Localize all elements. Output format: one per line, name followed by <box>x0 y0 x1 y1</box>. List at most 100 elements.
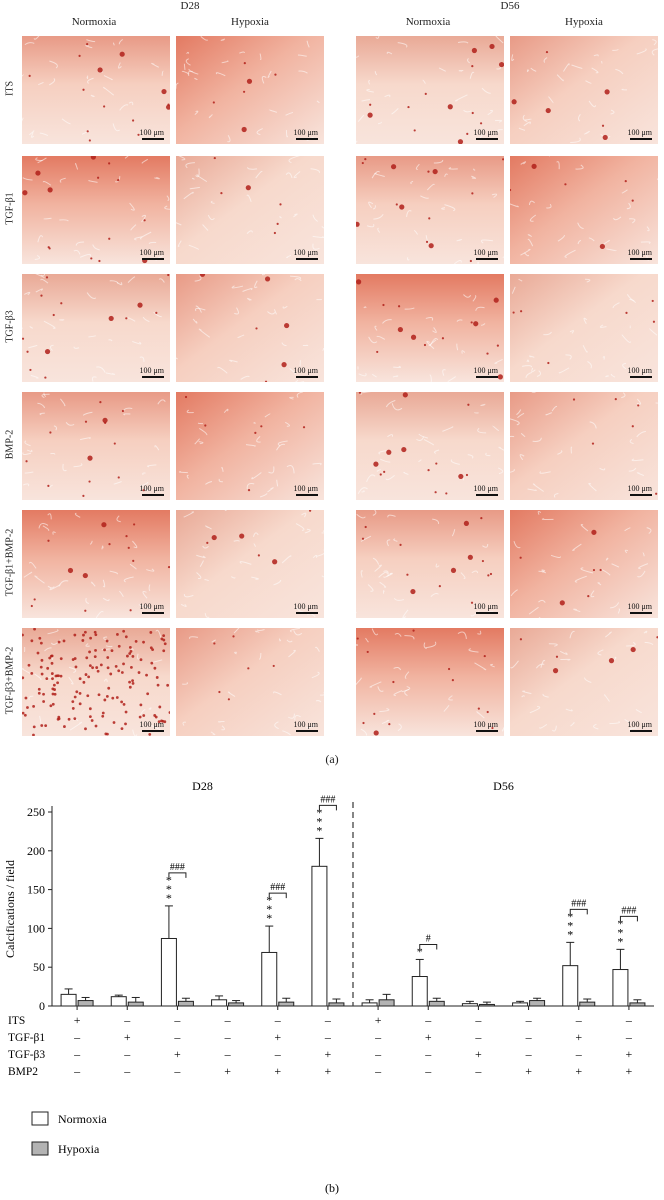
treatment-mark: – <box>324 1030 332 1044</box>
y-axis-label: Calcifications / field <box>3 860 17 958</box>
significance-star: * <box>567 918 573 932</box>
scale-bar-line <box>142 730 164 732</box>
significance-bracket <box>569 908 588 915</box>
significance-star: * <box>316 814 322 828</box>
treatment-mark: – <box>424 1064 432 1078</box>
significance-star: * <box>266 911 272 925</box>
treatment-mark: + <box>325 1064 332 1078</box>
scale-bar-label: 100 μm <box>627 128 652 137</box>
scale-bar-line <box>630 494 652 496</box>
bar-normoxia <box>512 1002 529 1007</box>
bar-hypoxia <box>478 1003 495 1007</box>
treatment-mark: + <box>375 1013 382 1027</box>
treatment-mark: – <box>424 1013 432 1027</box>
treatment-mark: – <box>73 1047 81 1061</box>
treatment-mark: – <box>424 1047 432 1061</box>
scale-bar-line <box>476 138 498 140</box>
y-tick-label: 250 <box>27 805 45 819</box>
treatment-mark: – <box>474 1064 482 1078</box>
bar-hypoxia <box>378 999 395 1007</box>
scale-bar-line <box>142 258 164 260</box>
treatment-mark: + <box>174 1047 181 1061</box>
treatment-row-label: BMP2 <box>8 1066 38 1078</box>
bar-hypoxia <box>579 1001 596 1007</box>
time-label-d56: D56 <box>500 0 520 12</box>
treatment-mark: – <box>525 1030 533 1044</box>
significance-hash: # <box>426 933 431 944</box>
significance-star: * <box>617 916 623 930</box>
treatment-mark: + <box>626 1047 633 1061</box>
condition-label-normoxia-d28: Normoxia <box>71 16 117 28</box>
legend-label-hypoxia: Hypoxia <box>58 1142 100 1156</box>
scale-bar: 100 μm <box>293 602 318 614</box>
treatment-mark: + <box>525 1064 532 1078</box>
scale-bar: 100 μm <box>293 720 318 732</box>
scale-bar-label: 100 μm <box>473 484 498 493</box>
scale-bar: 100 μm <box>139 248 164 260</box>
scale-bar: 100 μm <box>293 484 318 496</box>
scale-bar-label: 100 μm <box>473 720 498 729</box>
micrograph-tile: 100 μm <box>176 628 324 736</box>
row-label-0: ITS <box>4 81 16 96</box>
scale-bar-label: 100 μm <box>473 128 498 137</box>
treatment-mark: – <box>374 1064 382 1078</box>
micrograph-tile: 100 μm <box>176 156 324 264</box>
row-label-3: BMP-2 <box>4 429 16 460</box>
scale-bar-line <box>142 376 164 378</box>
bar-normoxia <box>411 976 428 1007</box>
scale-bar-line <box>476 494 498 496</box>
scale-bar-label: 100 μm <box>139 602 164 611</box>
scale-bar-line <box>476 612 498 614</box>
micrograph-tile: 100 μm <box>22 36 170 144</box>
scale-bar-line <box>142 612 164 614</box>
scale-bar: 100 μm <box>627 128 652 140</box>
significance-star: * <box>316 823 322 837</box>
bar-normoxia <box>562 965 579 1007</box>
micrograph-tile: 100 μm <box>176 510 324 618</box>
micrograph-tile: 100 μm <box>510 156 658 264</box>
scale-bar-line <box>142 138 164 140</box>
scale-bar-line <box>476 730 498 732</box>
treatment-mark: + <box>575 1064 582 1078</box>
scale-bar-label: 100 μm <box>473 366 498 375</box>
significance-star: * <box>266 902 272 916</box>
significance-star: * <box>417 944 423 958</box>
scale-bar: 100 μm <box>473 248 498 260</box>
bar-hypoxia <box>428 1000 445 1007</box>
scale-bar-label: 100 μm <box>293 720 318 729</box>
significance-star: * <box>567 927 573 941</box>
scale-bar-label: 100 μm <box>139 484 164 493</box>
scale-bar-label: 100 μm <box>627 366 652 375</box>
micrograph-tile: 100 μm <box>22 156 170 264</box>
significance-star: * <box>266 893 272 907</box>
legend-swatch-hypoxia <box>31 1141 49 1156</box>
scale-bar-label: 100 μm <box>293 484 318 493</box>
significance-bracket <box>419 943 438 950</box>
scale-bar: 100 μm <box>473 720 498 732</box>
scale-bar-label: 100 μm <box>293 248 318 257</box>
treatment-mark: + <box>124 1030 131 1044</box>
significance-star: * <box>166 873 172 887</box>
time-label-d28: D28 <box>180 0 200 12</box>
scale-bar: 100 μm <box>627 602 652 614</box>
treatment-mark: + <box>274 1030 281 1044</box>
micrograph-tile: 100 μm <box>22 274 170 382</box>
scale-bar: 100 μm <box>139 484 164 496</box>
scale-bar-line <box>296 730 318 732</box>
scale-bar-line <box>630 376 652 378</box>
treatment-mark: – <box>474 1030 482 1044</box>
legend-label-normoxia: Normoxia <box>58 1112 107 1126</box>
treatment-mark: – <box>575 1047 583 1061</box>
treatment-mark: – <box>575 1013 583 1027</box>
y-tick-label: 0 <box>39 999 45 1013</box>
legend-swatch-normoxia <box>31 1111 49 1126</box>
scale-bar-line <box>296 494 318 496</box>
micrograph-tile: 100 μm <box>356 628 504 736</box>
scale-bar: 100 μm <box>627 366 652 378</box>
bar-normoxia <box>261 951 278 1007</box>
scale-bar-line <box>296 376 318 378</box>
significance-star: * <box>316 805 322 819</box>
scale-bar-label: 100 μm <box>293 602 318 611</box>
panel-label-b: (b) <box>325 1181 339 1195</box>
micrograph-tile: 100 μm <box>510 510 658 618</box>
